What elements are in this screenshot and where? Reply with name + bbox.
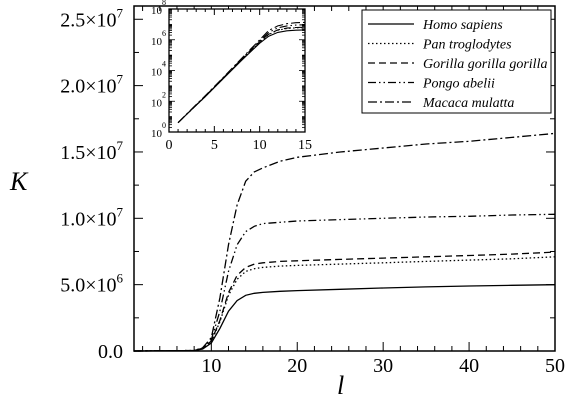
y-tick-label: 0.0 (98, 341, 123, 363)
inset-x-tick-labels: 0 5 10 15 (166, 138, 313, 153)
y-tick-label: 2.5×107 (60, 5, 123, 31)
series-line-pan-troglodytes (133, 256, 556, 352)
main-series-lines (133, 132, 556, 352)
inset-series-lines (177, 21, 306, 124)
legend-label: Pongo abelii (422, 77, 495, 92)
inset-y-tick-label: 102 (151, 90, 166, 109)
inset-x-tick-label: 15 (298, 138, 312, 153)
legend-label: Homo sapiens (422, 18, 503, 33)
y-axis-title: K (9, 167, 29, 196)
y-tick-label: 2.0×107 (60, 72, 123, 98)
inset-y-tick-label: 100 (151, 121, 166, 140)
legend: Homo sapiens Pan troglodytes Gorilla goril… (361, 9, 552, 114)
y-tick-label: 1.0×107 (60, 204, 123, 230)
inset-x-tick-label: 0 (166, 138, 173, 153)
inset-y-tick-label: 106 (151, 29, 166, 48)
legend-label: Pan troglodytes (422, 38, 512, 53)
series-line-gorilla-gorilla-gorilla (133, 251, 556, 352)
y-tick-label: 5.0×106 (60, 271, 123, 297)
inset-x-tick-label: 10 (253, 138, 267, 153)
x-tick-label: 30 (373, 355, 393, 377)
inset-axis-ticks (169, 8, 306, 133)
main-plot-frame (133, 5, 556, 352)
x-axis-title: l (337, 371, 344, 397)
x-tick-label: 50 (545, 355, 565, 377)
series-line-pongo-abelii (133, 213, 556, 352)
legend-box (361, 9, 552, 114)
inset-y-tick-labels: 100 102 104 106 108 (151, 0, 166, 140)
inset-plot-frame (168, 8, 306, 133)
inset-y-tick-label: 108 (151, 0, 166, 17)
main-y-tick-labels: 0.0 5.0×106 1.0×107 1.5×107 2.0×107 2.5×107 (60, 5, 123, 363)
y-tick-label: 1.5×107 (60, 138, 123, 164)
main-x-tick-labels: 10 20 30 40 50 (201, 355, 565, 377)
series-line-macaca-mulatta (133, 132, 556, 352)
inset-plot-border (168, 8, 306, 133)
inset-series-line-macaca-mulatta (177, 21, 306, 124)
inset-x-tick-label: 5 (211, 138, 218, 153)
legend-label: Macaca mulatta (422, 96, 514, 111)
x-tick-label: 10 (201, 355, 221, 377)
inset-y-tick-label: 104 (151, 60, 166, 79)
main-plot-border (133, 5, 556, 352)
inset-series-line-gorilla-gorilla-gorilla (177, 26, 306, 124)
x-tick-label: 40 (459, 355, 479, 377)
x-tick-label: 20 (287, 355, 307, 377)
legend-label: Gorilla gorilla gorilla (423, 57, 547, 72)
inset-series-line-pongo-abelii (177, 24, 306, 124)
series-line-homo-sapiens (133, 284, 556, 352)
